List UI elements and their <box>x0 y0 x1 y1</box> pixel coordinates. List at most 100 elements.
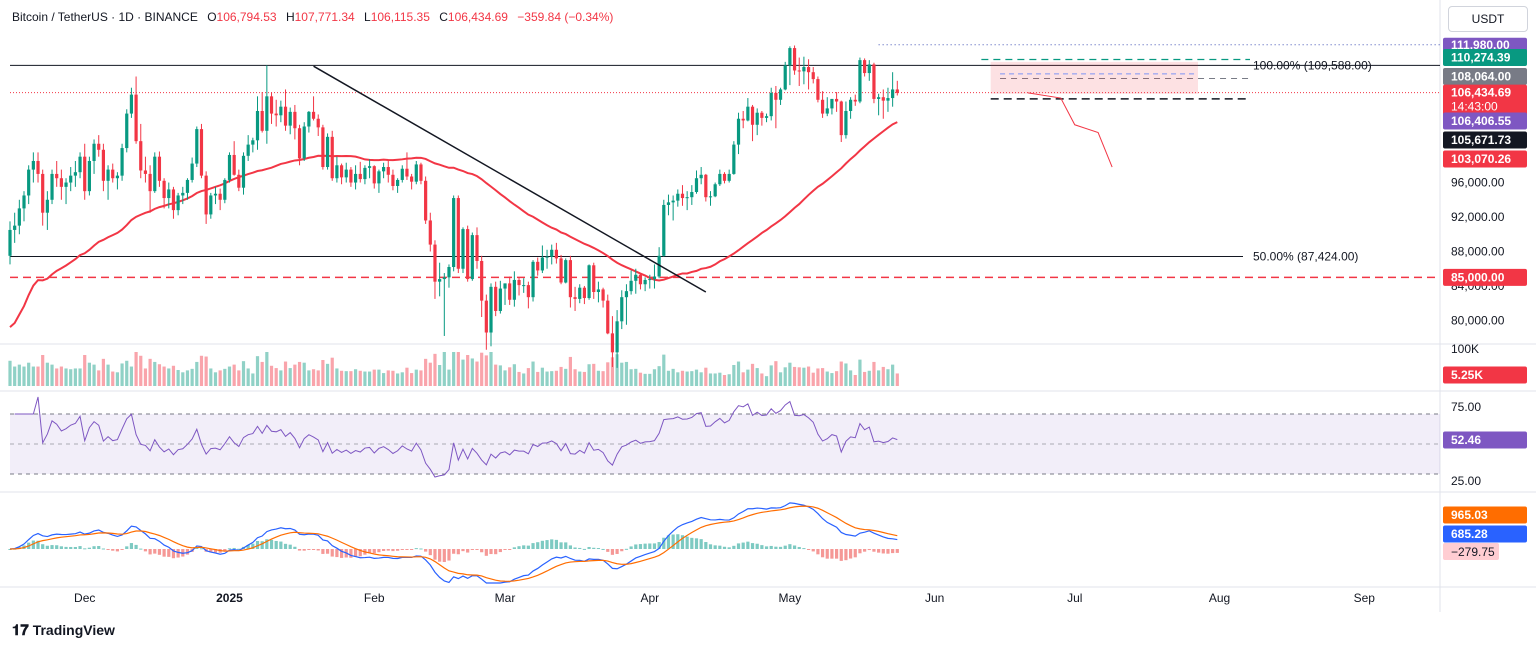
candle-body <box>839 101 843 136</box>
candle-body <box>101 149 105 181</box>
macd-histogram-bar <box>447 549 451 561</box>
macd-histogram-bar <box>452 549 456 554</box>
volume-bar <box>424 358 428 386</box>
macd-histogram-bar <box>699 539 703 549</box>
macd-histogram-bar <box>470 549 474 550</box>
macd-histogram-bar <box>806 549 811 550</box>
macd-histogram-bar <box>858 549 862 554</box>
macd-histogram-bar <box>237 548 241 550</box>
candle-body <box>59 178 63 187</box>
volume-bar <box>438 365 442 386</box>
macd-histogram-bar <box>564 542 568 549</box>
macd-histogram-bar <box>690 537 694 549</box>
candle-body <box>424 180 428 221</box>
macd-histogram-bar <box>428 549 432 556</box>
price-axis[interactable]: 80,000.0084,000.0088,000.0092,000.0096,0… <box>1451 176 1505 521</box>
time-axis[interactable]: Dec 2025 Feb Mar Apr May Jun Jul Aug Sep <box>74 591 1375 605</box>
tradingview-logo[interactable]: 𝟏𝟕 TradingView <box>12 622 115 639</box>
volume-bar <box>867 370 871 386</box>
macd-histogram-bar <box>106 549 110 550</box>
candle-body <box>237 174 241 188</box>
trendline[interactable] <box>313 65 707 293</box>
volume-bar <box>662 354 666 386</box>
macd-histogram-bar <box>582 548 587 550</box>
macd-histogram-bar <box>129 543 134 549</box>
volume-bar <box>269 365 274 386</box>
candle-body <box>704 174 708 198</box>
macd-histogram-bar <box>722 546 727 549</box>
macd-histogram-bar <box>792 545 797 549</box>
volume-bar <box>498 365 502 386</box>
volume-bar <box>45 362 49 386</box>
macd-histogram-bar <box>153 549 157 554</box>
macd-histogram-bar <box>666 535 671 549</box>
candle-body <box>690 192 694 198</box>
candle-body <box>335 165 339 179</box>
macd-histogram-bar <box>316 549 320 551</box>
macd-histogram-bar <box>339 549 344 558</box>
fib-50-label: 50.00% (87,424.00) <box>1253 249 1358 263</box>
macd-histogram-bar <box>391 549 395 552</box>
candle-body <box>550 249 554 257</box>
ath-tag: 111,980.00 <box>1451 38 1510 52</box>
macd-histogram-bar <box>171 549 176 559</box>
candle-body <box>891 89 895 99</box>
candle-body <box>489 286 493 333</box>
candle-body <box>643 279 647 285</box>
volume-bar <box>120 363 124 386</box>
volume-bar <box>550 371 554 386</box>
volume-bar <box>386 370 390 386</box>
candle-body <box>181 192 185 196</box>
macd-histogram-bar <box>143 549 148 552</box>
candle-body <box>783 65 787 90</box>
volume-bar <box>288 368 292 386</box>
macd-histogram-bar <box>400 549 404 550</box>
macd-histogram-bar <box>78 546 82 549</box>
open-label: O <box>207 10 217 24</box>
symbol-title[interactable]: Bitcoin / TetherUS · 1D · BINANCE <box>12 10 198 24</box>
volume-bar <box>834 371 839 386</box>
candle-body <box>863 60 867 74</box>
candle-body <box>279 106 283 116</box>
volume-bar <box>302 362 306 386</box>
macd-histogram-bar <box>367 549 372 554</box>
volume-bar <box>162 366 166 386</box>
candle-body <box>269 96 274 114</box>
candle-body <box>353 173 358 183</box>
currency-selector[interactable]: USDT <box>1448 6 1528 32</box>
candle-body <box>97 143 101 150</box>
volume-bar <box>816 368 820 386</box>
volume-bar <box>680 370 685 386</box>
macd-histogram-bar <box>788 544 792 549</box>
volume-bar <box>694 369 699 386</box>
candle-body <box>255 110 260 141</box>
macd-histogram-bar <box>311 549 316 550</box>
volume-bar <box>223 368 227 386</box>
candle-body <box>615 321 619 353</box>
macd-histogram-bar <box>330 549 334 557</box>
volume-bar <box>255 356 260 386</box>
volume-bar <box>610 357 615 386</box>
volume-bar <box>475 361 479 386</box>
macd-histogram-bar <box>265 539 269 549</box>
candle-body <box>45 199 49 213</box>
volume-bar <box>190 368 194 386</box>
candle-body <box>620 297 624 322</box>
macd-histogram-bar <box>863 549 867 552</box>
volume-bar <box>559 366 563 386</box>
candle-body <box>480 260 484 301</box>
candle-body <box>699 174 703 179</box>
candle-body <box>139 141 143 171</box>
macd-histogram-bar <box>802 548 806 550</box>
macd-histogram-bar <box>73 546 77 549</box>
candle-body <box>596 289 601 293</box>
volume-bar <box>339 370 344 386</box>
volume-bar <box>69 369 73 386</box>
candle-body <box>209 195 213 215</box>
macd-histogram-bar <box>512 547 516 549</box>
macd-histogram-bar <box>750 543 755 549</box>
volume-bar <box>708 373 713 386</box>
volume-bar <box>531 361 535 386</box>
rsi-pane <box>10 396 1440 478</box>
